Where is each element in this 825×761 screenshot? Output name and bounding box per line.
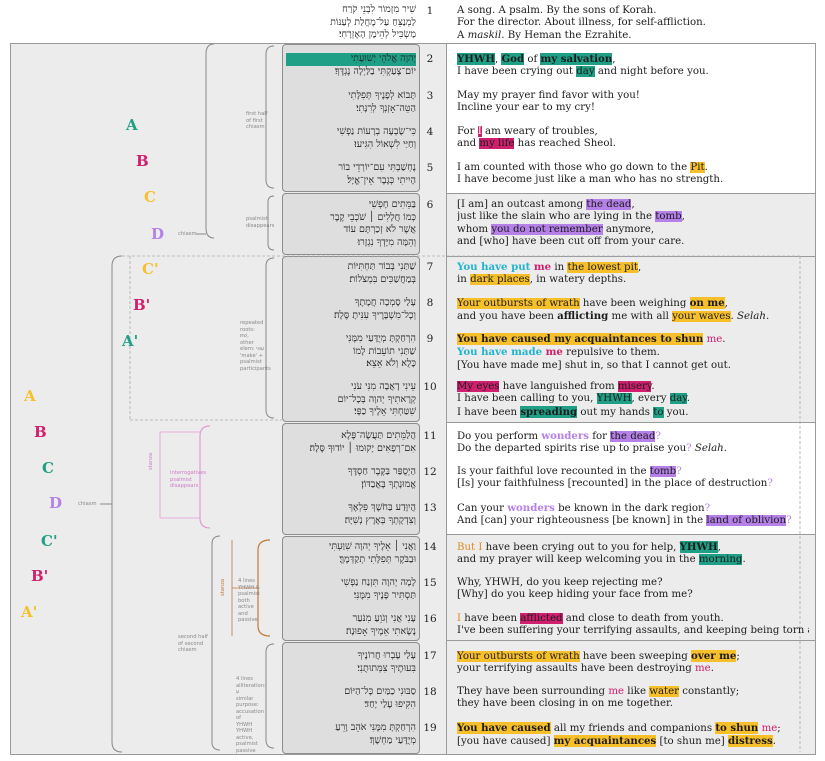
hebrew-verse-9: הִרְחַקְתָּ מְיֻדָּעַי מִמֶּנִּי שַׁתַּנִ… xyxy=(345,333,416,369)
outer-label-a2: A' xyxy=(21,603,38,621)
outer-label-b2: B' xyxy=(31,567,49,585)
hebrew-segment-6 xyxy=(282,642,420,754)
hebrew-segment-4 xyxy=(282,423,420,535)
verse-number: 18 xyxy=(423,686,437,698)
english-verse-5: I am counted with those who go down to t… xyxy=(457,162,724,186)
verse-number: 19 xyxy=(423,722,437,734)
outer-label-c: C xyxy=(42,459,54,477)
mid-bracket xyxy=(265,257,275,419)
hebrew-verse-5: נֶחְשַׁבְתִּי עִם־יוֹרְדֵי בוֹר הָיִיתִי … xyxy=(338,162,416,186)
inner-label-c2: C' xyxy=(142,260,159,278)
english-verse-10: My eyes have languished from misery. I h… xyxy=(457,381,690,418)
note-chiasm-outer: chiasm xyxy=(78,501,97,507)
hebrew-verse-3: תָּבוֹא לְפָנֶיךָ תְּפִלָּתִי הַטֵּה־אָזְ… xyxy=(348,90,416,114)
pink-bracket xyxy=(199,425,211,529)
second-half-bracket xyxy=(211,535,221,751)
late-bracket-a xyxy=(265,643,275,749)
english-panel-late xyxy=(446,534,816,642)
note-vertical-a: stanza xyxy=(148,452,154,470)
note-four-lines-a: 4 lines YHWH & psalmist both active and … xyxy=(238,578,260,623)
note-second-half: second half of second chiasm xyxy=(178,634,208,653)
first-half-bracket xyxy=(265,45,275,189)
english-verse-14: But I have been crying out to you for he… xyxy=(457,541,746,566)
english-verse-15: Why, YHWH, do you keep rejecting me? [Wh… xyxy=(457,577,693,601)
english-verse-4: For I am weary of troubles, and my life … xyxy=(457,126,616,150)
verse-number: 5 xyxy=(426,162,434,174)
inner-label-c: C xyxy=(144,188,156,206)
verse-number: 16 xyxy=(423,613,437,625)
hebrew-segment-3 xyxy=(282,256,420,422)
note-psalmist-disappears: psalmist disappears xyxy=(246,216,275,229)
verse-number: 14 xyxy=(423,541,437,553)
english-verse-2: YHWH, God of my salvation, I have been c… xyxy=(457,53,709,78)
english-verse-6: [I am] an outcast among the dead, just l… xyxy=(457,199,685,247)
hebrew-verse-12: הַיְסֻפַּר בַּקֶּבֶר חַסְדֶּךָ אֱמוּנָתְך… xyxy=(347,466,416,490)
english-verse-18: They have been surrounding me like water… xyxy=(457,686,740,710)
english-verse-3: May my prayer find favor with you! Incli… xyxy=(457,90,640,114)
english-verse-16: I have been afflicted and close to death… xyxy=(457,613,809,637)
hebrew-verse-4: כִּי־שָׂבְעָה בְרָעוֹת נַפְשִׁי וְחַיַּי … xyxy=(336,126,416,150)
english-verse-7: You have put me in the lowest pit, in da… xyxy=(457,261,642,286)
outer-label-c2: C' xyxy=(41,532,58,550)
verse-number: 8 xyxy=(426,297,434,309)
hebrew-verse-7: שַׁתַּנִי בְּבוֹר תַּחְתִּיּוֹת בְּמַחֲשַ… xyxy=(347,261,416,285)
verse-number: 11 xyxy=(423,430,437,442)
verse-number: 15 xyxy=(423,577,437,589)
outer-label-b: B xyxy=(34,423,47,441)
inner-label-a2: A' xyxy=(122,332,139,350)
note-four-lines-b: 4 lines alliteration: עִ similar purpose… xyxy=(236,676,266,754)
hebrew-verse-17: עָלַי עָבְרוּ חֲרוֹנֶיךָ בִּעוּתֶיךָ צִמְ… xyxy=(357,650,416,674)
outer-label-d: D xyxy=(49,494,63,512)
verse-number: 9 xyxy=(426,333,434,345)
inner-label-b2: B' xyxy=(133,296,151,314)
verse-number: 12 xyxy=(423,466,437,478)
hebrew-segment-1 xyxy=(282,44,420,192)
hebrew-verse-14: וַאֲנִי ׀ אֵלֶיךָ יְהוָה שִׁוַּעְתִּי וּב… xyxy=(328,541,416,565)
english-verse-9: You have caused my acquaintances to shun… xyxy=(457,333,732,371)
english-verse-1: A song. A psalm. By the sons of Korah. F… xyxy=(457,5,706,41)
inner-label-a: A xyxy=(126,116,138,134)
english-verse-19: You have caused all my friends and compa… xyxy=(457,722,781,748)
note-interrogatives: interrogatives psalmist disappears xyxy=(170,470,207,489)
inner-label-d: D xyxy=(151,225,165,243)
hebrew-verse-16: עָנִי אֲנִי וְגֹוֵעַ מִנֹּעַר נָשָׂאתִי א… xyxy=(346,613,416,637)
note-chiasm-top: chiasm xyxy=(178,231,197,237)
english-verse-17: Your outbursts of wrath have been sweepi… xyxy=(457,650,740,675)
verse-number: 13 xyxy=(423,502,437,514)
verse-number: 6 xyxy=(426,199,434,211)
verse-number: 4 xyxy=(426,126,434,138)
hebrew-verse-11: הֲלַמֵּתִים תַּעֲשֶׂה־פֶּלֶא אִם־רְפָאִים… xyxy=(309,430,416,454)
hebrew-verse-15: לָמָה יְהוָה תִּזְנַח נַפְשִׁי תַּסְתִּיר… xyxy=(341,577,416,601)
hebrew-verse-10: עֵינִי דָאֲבָה מִנִּי עֹנִי קְרָאתִיךָ יְ… xyxy=(337,381,416,417)
verse-number: 17 xyxy=(423,650,437,662)
note-vertical-b: stanza xyxy=(220,578,226,596)
hebrew-verse-19: הִרְחַקְתָּ מִמֶּנִּי אֹהֵב וָרֵעַ מְיֻדָ… xyxy=(335,722,416,746)
hebrew-verse-13: הֲיִוָּדַע בַּחֹשֶׁךְ פִּלְאֶךָ וְצִדְקָת… xyxy=(344,502,416,526)
hebrew-segment-2 xyxy=(282,193,420,255)
outer-label-a: A xyxy=(24,387,36,405)
english-verse-11: Do you perform wonders for the dead? Do … xyxy=(457,430,727,455)
hebrew-segment-5 xyxy=(282,536,420,641)
hebrew-verse-1: שִׁיר מִזְמוֹר לִבְנֵי קֹרַח לַמְנַצֵּחַ … xyxy=(330,4,416,40)
verse-number: 1 xyxy=(426,5,434,17)
verse-number: 10 xyxy=(423,381,437,393)
inner-label-b: B xyxy=(136,152,149,170)
v6-bracket xyxy=(267,195,275,251)
english-verse-8: Your outbursts of wrath have been weighi… xyxy=(457,297,770,323)
verse-number: 3 xyxy=(426,90,434,102)
verse-number: 7 xyxy=(426,261,434,273)
english-verse-13: Can your wonders be known in the dark re… xyxy=(457,502,792,527)
note-first-half: first half of first chiasm xyxy=(246,111,268,130)
outer-bracket xyxy=(111,255,123,753)
english-verse-12: Is your faithful love recounted in the t… xyxy=(457,466,773,490)
hebrew-verse-8: עָלַי סָמְכָה חֲמָתֶךָ וְכָל־מִשְׁבָּרֶיך… xyxy=(333,297,416,321)
hebrew-verse-2: יְהוָה אֱלֹהֵי יְשׁוּעָתִי יוֹם־צָעַקְתִּ… xyxy=(286,53,416,78)
hebrew-verse-6: בַּמֵּתִים חָפְשִׁי כְּמוֹ חֲלָלִים ׀ שֹׁ… xyxy=(330,199,416,248)
verse-number: 2 xyxy=(426,53,434,65)
note-repeated-roots: repeated roots: שׁתּ, other elem: עִנּוּ… xyxy=(240,320,271,372)
top-bracket xyxy=(205,43,215,239)
hebrew-verse-18: סַבּוּנִי כַמַּיִם כָּל־הַיּוֹם הִקִּיפוּ… xyxy=(344,686,416,710)
